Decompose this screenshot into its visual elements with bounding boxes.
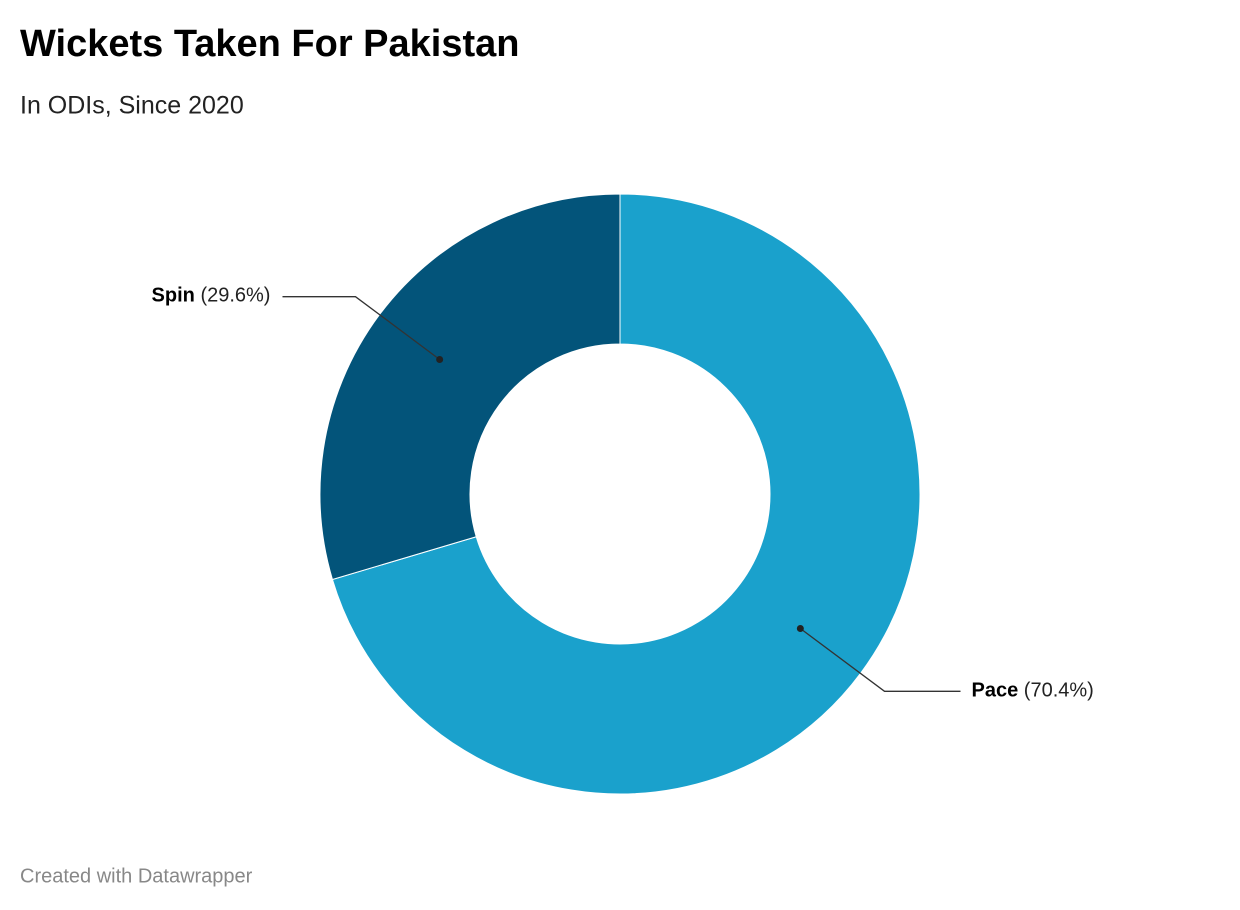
- callout-line: [799, 628, 961, 692]
- category-label: Pace: [972, 680, 1019, 702]
- value-label: (29.6%): [200, 285, 270, 307]
- value-label: (70.4%): [1024, 680, 1094, 702]
- callout-dot: [796, 625, 804, 633]
- slice: [331, 193, 921, 795]
- chart-title: Wickets Taken For Pakistan: [20, 23, 519, 65]
- callout-line: [282, 296, 441, 360]
- chart-subtitle: In ODIs, Since 2020: [20, 92, 244, 120]
- slice-label: Pace (70.4%): [972, 680, 1094, 702]
- callout-dot: [436, 355, 444, 363]
- slice: [319, 193, 621, 581]
- slice-label: Spin (29.6%): [152, 285, 271, 307]
- category-label: Spin: [152, 285, 195, 307]
- footer: Created with Datawrapper: [20, 865, 253, 887]
